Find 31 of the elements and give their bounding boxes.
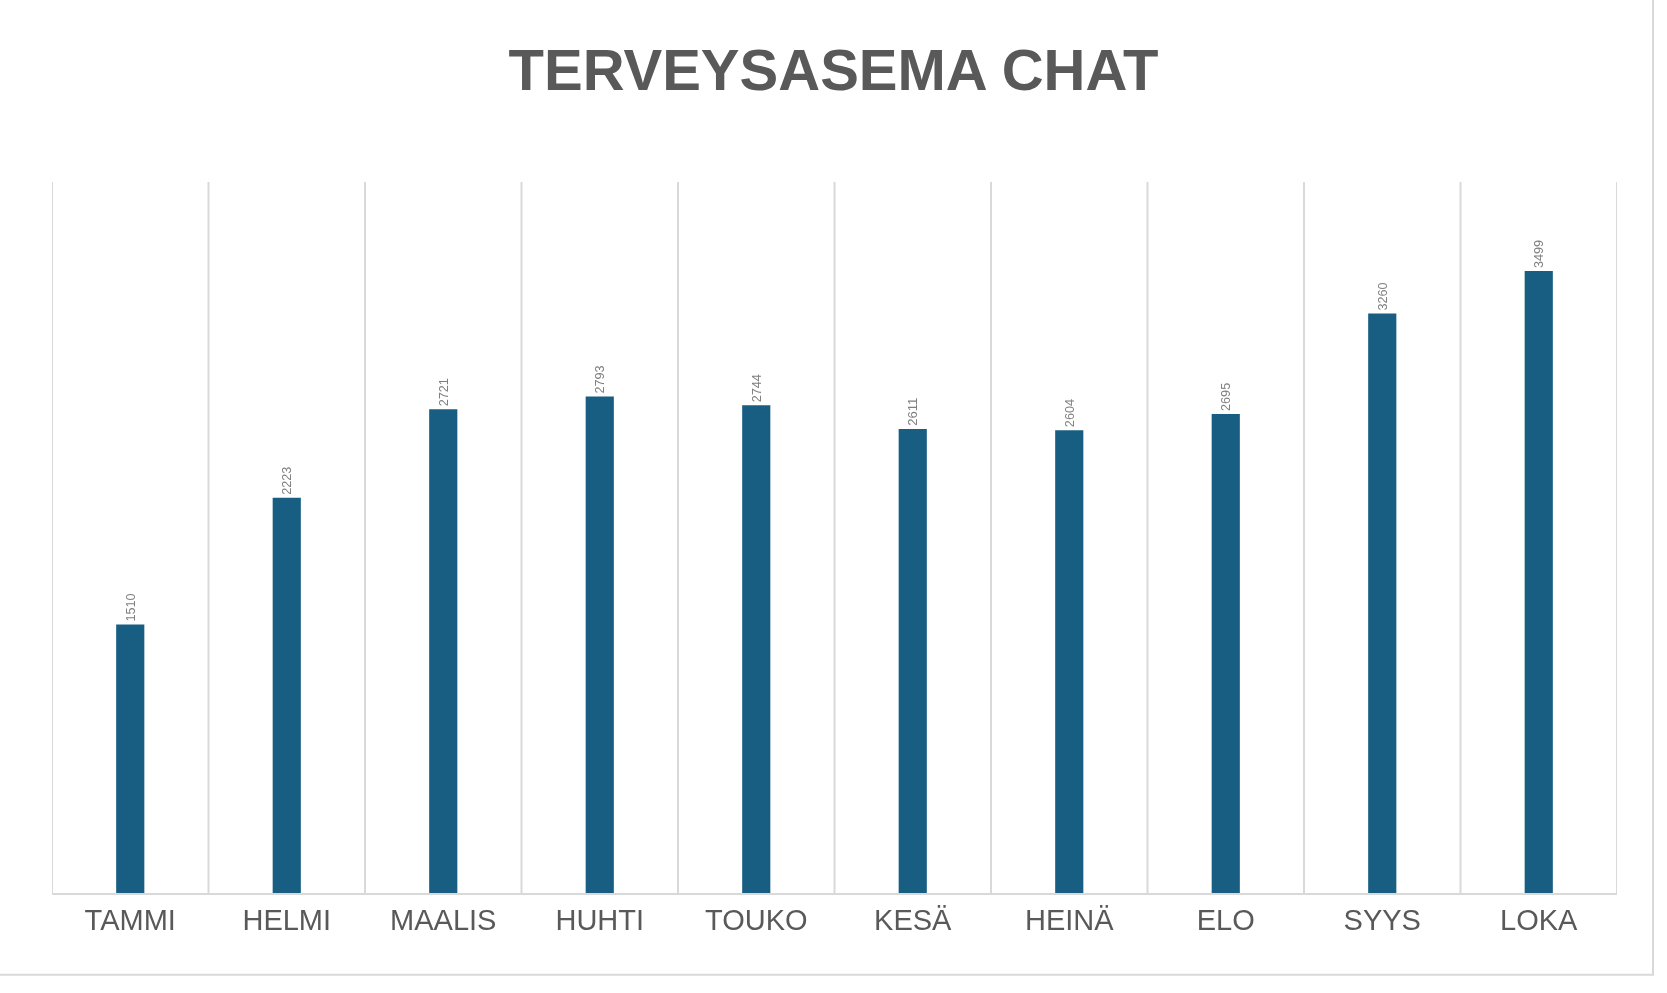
data-label: 2223 bbox=[280, 466, 295, 495]
bar bbox=[1211, 413, 1240, 893]
x-tick-label: TOUKO bbox=[704, 903, 808, 936]
data-label: 3260 bbox=[1375, 282, 1390, 311]
data-label: 3499 bbox=[1532, 239, 1547, 269]
x-tick-label: HUHTI bbox=[555, 903, 645, 936]
x-tick-label: HELMI bbox=[242, 903, 332, 936]
data-label: 2695 bbox=[1219, 382, 1234, 411]
x-tick-label: SYYS bbox=[1343, 903, 1421, 936]
x-tick-label: KESÄ bbox=[874, 903, 953, 936]
x-tick-label: ELO bbox=[1196, 903, 1255, 936]
bar bbox=[272, 497, 301, 893]
bar bbox=[429, 409, 458, 893]
bar bbox=[898, 428, 927, 893]
bar bbox=[585, 396, 614, 893]
x-tick-label: TAMMI bbox=[84, 903, 176, 936]
x-tick-label: LOKA bbox=[1500, 903, 1579, 936]
chart-title: TERVEYSASEMA CHAT bbox=[508, 36, 1159, 102]
bar bbox=[116, 624, 145, 893]
data-label: 2793 bbox=[593, 365, 608, 394]
x-tick-label: HEINÄ bbox=[1024, 903, 1115, 936]
bar bbox=[1055, 430, 1084, 893]
bar bbox=[1368, 313, 1397, 893]
bar bbox=[742, 405, 771, 893]
data-label: 2721 bbox=[436, 378, 451, 407]
bar bbox=[1524, 271, 1553, 893]
data-label: 2611 bbox=[905, 397, 921, 426]
data-label: 1510 bbox=[123, 593, 138, 622]
x-tick-label: MAALIS bbox=[390, 903, 497, 936]
data-label: 2604 bbox=[1062, 398, 1077, 428]
data-label: 2744 bbox=[749, 374, 764, 403]
